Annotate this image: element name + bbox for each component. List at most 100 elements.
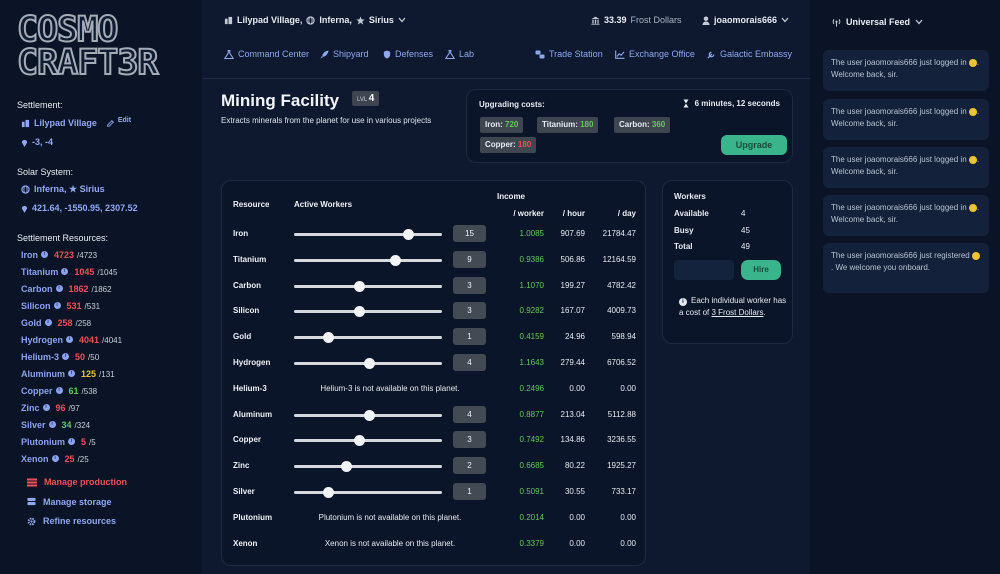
location-breadcrumb[interactable]: Lilypad Village, Inferna, Sirius [224,15,406,25]
worker-count-input[interactable]: 1 [453,483,486,500]
slider-handle[interactable] [354,435,366,447]
worker-count-input[interactable]: 3 [453,276,486,294]
logo-line-1: COSMO [16,10,119,50]
resource-name: Plutonium [21,437,65,447]
settlement-link[interactable]: Lilypad Village Edit [21,116,132,128]
info-icon: i [679,298,687,306]
resource-max: /25 [77,455,89,464]
worker-count-input[interactable]: 3 [453,302,486,320]
info-icon[interactable]: i [41,251,48,258]
resource-name: Gold [233,332,252,342]
worker-slider[interactable] [294,487,442,498]
resource-name: Plutonium [233,512,273,522]
resource-name: Xenon [233,538,258,548]
resource-row: Silicon i 531/531 [21,301,100,312]
slider-handle[interactable] [323,332,335,344]
note-end: . [763,308,766,317]
col-per-hour: / hour [562,209,585,218]
cost-name: Titanium: [542,120,578,129]
sidebar-action-manage-storage[interactable]: Manage storage [27,497,112,507]
worker-slider[interactable] [294,358,442,369]
slider-handle[interactable] [364,409,376,421]
info-icon[interactable]: i [62,353,70,360]
upgrade-button[interactable]: Upgrade [721,135,787,155]
income-per-day: 0.00 [620,383,636,393]
edit-link[interactable]: Edit [117,116,132,124]
info-icon[interactable]: i [68,438,75,445]
settlement-coords: -3, -4 [21,137,53,147]
frost-dollars-link[interactable]: 3 Frost Dollars [711,308,764,317]
resource-table: Resource Active Workers Income / worker … [221,180,646,566]
info-icon[interactable]: i [55,285,63,292]
feed-text: The user joaomorais666 just logged in [831,58,967,67]
sidebar-action-refine-resources[interactable]: Refine resources [27,516,116,526]
chart-line-icon [615,50,625,59]
bank-icon [591,16,600,25]
emoji-icon [968,107,977,116]
slider-handle[interactable] [389,254,401,266]
balance: 33.39 Frost Dollars [591,15,682,25]
info-icon[interactable]: i [48,421,56,428]
income-per-hour: 907.69 [560,229,585,238]
worker-count-input[interactable]: 4 [453,405,486,423]
info-icon[interactable]: i [53,302,61,309]
worker-count-input[interactable]: 1 [453,328,486,346]
edit-icon[interactable] [107,119,114,127]
system-link[interactable]: Inferna, ★ Sirius [21,184,105,195]
cost-value: 180 [517,140,532,149]
action-label: Manage production [44,477,127,487]
nav-command-center[interactable]: Command Center [224,49,309,59]
nav-exchange-office[interactable]: Exchange Office [615,49,695,59]
income-per-day: 0.00 [620,512,636,522]
worker-slider[interactable] [294,280,442,292]
worker-slider[interactable] [294,461,442,473]
info-icon[interactable]: i [66,336,74,343]
feed-header[interactable]: Universal Feed [832,17,923,27]
slider-handle[interactable] [323,487,335,498]
worker-count-input[interactable]: 15 [453,225,486,242]
resource-name: Aluminum [21,369,65,379]
feed-text: The user joaomorais666 just registered [831,251,970,260]
info-icon[interactable]: i [42,404,50,411]
income-per-day: 4009.73 [607,306,636,316]
nav-shipyard[interactable]: Shipyard [320,49,369,59]
nav-lab[interactable]: Lab [445,49,474,59]
level-badge: LVL 4 [352,91,380,106]
worker-slider[interactable] [294,409,442,421]
nav-trade-station[interactable]: Trade Station [535,49,603,59]
slider-handle[interactable] [354,280,366,292]
slider-handle[interactable] [364,358,376,369]
nav-defenses[interactable]: Defenses [383,49,433,59]
info-icon[interactable]: i [55,387,63,394]
income-per-hour: 0.00 [569,538,585,548]
worker-count-input[interactable]: 3 [453,431,486,449]
income-per-hour: 134.86 [560,435,585,445]
not-available-text: Helium-3 is not available on this planet… [320,383,460,393]
resource-current: 96 [55,403,66,413]
worker-count-input[interactable]: 9 [453,250,486,268]
worker-count-input[interactable]: 4 [453,354,486,371]
hire-quantity-input[interactable] [674,260,734,280]
user-menu[interactable]: joaomorais666 [702,15,789,25]
worker-slider[interactable] [294,435,442,447]
hire-button[interactable]: Hire [741,260,781,280]
cost-chip: Carbon: 360 [614,117,671,133]
sidebar-action-manage-production[interactable]: Manage production [27,477,127,487]
worker-slider[interactable] [294,229,442,240]
info-icon[interactable]: i [61,268,69,275]
worker-slider[interactable] [294,332,442,344]
slider-handle[interactable] [402,229,414,240]
info-icon[interactable]: i [51,455,59,462]
worker-count-input[interactable]: 2 [453,457,486,475]
slider-handle[interactable] [340,461,352,473]
worker-slider[interactable] [294,306,442,318]
info-icon[interactable]: i [68,370,75,377]
nav-galactic-embassy[interactable]: Galactic Embassy [707,49,792,59]
resource-current: 1045 [74,267,95,277]
income-per-hour: 24.96 [564,332,585,342]
slider-handle[interactable] [354,306,366,318]
upgrade-card: Upgrading costs: 6 minutes, 12 seconds I… [466,89,793,163]
income-per-day: 598.94 [611,332,636,342]
worker-slider[interactable] [294,254,442,266]
info-icon[interactable]: i [44,319,52,326]
